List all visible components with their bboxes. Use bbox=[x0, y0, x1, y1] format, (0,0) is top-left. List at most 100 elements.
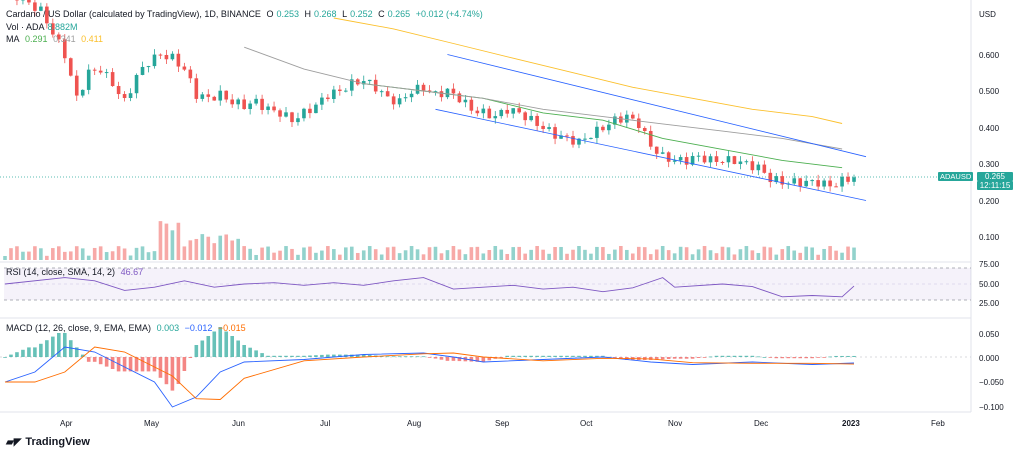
volume-bar bbox=[266, 246, 270, 260]
macd-line bbox=[4, 346, 855, 408]
volume-bar bbox=[421, 254, 426, 260]
macd-hist-bar bbox=[290, 355, 294, 357]
macd-hist-bar bbox=[338, 354, 342, 357]
volume-bar bbox=[541, 249, 545, 260]
macd-hist-bar bbox=[248, 347, 252, 357]
volume-bar bbox=[810, 247, 814, 260]
macd-hist-value: 0.003 bbox=[156, 323, 180, 333]
candle-body bbox=[804, 180, 808, 187]
macd-hist-bar bbox=[391, 356, 396, 358]
macd-hist-bar bbox=[828, 356, 832, 358]
volume-bar bbox=[559, 246, 563, 260]
candle-body bbox=[487, 108, 492, 119]
macd-hist-bar bbox=[409, 356, 414, 358]
candle-body bbox=[116, 86, 121, 95]
candle-body bbox=[559, 135, 563, 139]
macd-hist-bar bbox=[170, 357, 175, 391]
candle-body bbox=[523, 112, 527, 121]
low-value: 0.252 bbox=[350, 9, 373, 19]
candle-body bbox=[272, 106, 276, 111]
candle-body bbox=[242, 99, 246, 110]
candle-body bbox=[308, 108, 312, 114]
macd-hist-bar bbox=[236, 340, 240, 357]
volume-bar bbox=[272, 252, 276, 260]
volume-bar bbox=[816, 254, 820, 260]
candle-body bbox=[373, 79, 378, 92]
candle-body bbox=[361, 81, 366, 85]
candle-body bbox=[625, 114, 629, 123]
macd-hist-bar bbox=[296, 355, 300, 357]
candle-body bbox=[571, 136, 575, 145]
candle-body bbox=[128, 93, 133, 99]
candle-body bbox=[33, 2, 37, 11]
macd-hist-bar bbox=[738, 355, 743, 357]
candle-body bbox=[702, 155, 707, 163]
macd-hist-bar bbox=[846, 355, 850, 357]
volume-bar bbox=[678, 246, 683, 260]
volume-bar bbox=[535, 246, 539, 260]
candle-body bbox=[86, 69, 91, 90]
volume-bar bbox=[170, 230, 175, 260]
volume-bar bbox=[86, 255, 91, 260]
signal-line bbox=[5, 346, 855, 400]
macd-hist-bar bbox=[804, 357, 808, 359]
candle-body bbox=[62, 39, 67, 59]
volume-bar bbox=[278, 250, 282, 260]
macd-hist-bar bbox=[541, 355, 545, 357]
volume-bar bbox=[523, 253, 527, 260]
candle-body bbox=[601, 126, 605, 131]
volume-bar bbox=[493, 246, 498, 260]
candle-body bbox=[248, 103, 252, 110]
macd-hist-bar bbox=[744, 355, 749, 357]
macd-hist-bar bbox=[427, 357, 432, 358]
macd-hist-bar bbox=[230, 336, 235, 357]
macd-hist-bar bbox=[98, 357, 103, 365]
volume-bar bbox=[152, 251, 157, 260]
volume-bar bbox=[110, 251, 115, 260]
candle-body bbox=[792, 178, 797, 184]
candle-body bbox=[762, 164, 767, 173]
macd-tick: 0.000 bbox=[979, 354, 1000, 363]
volume-bar bbox=[798, 252, 803, 260]
macd-hist-bar bbox=[798, 357, 803, 359]
volume-bar bbox=[176, 222, 181, 260]
macd-hist-bar bbox=[487, 357, 492, 361]
candle-body bbox=[236, 99, 240, 105]
macd-hist-bar bbox=[182, 357, 187, 371]
macd-hist-bar bbox=[595, 355, 599, 357]
volume-bar bbox=[619, 246, 623, 260]
volume-bar bbox=[236, 238, 240, 260]
macd-hist-bar bbox=[666, 357, 671, 360]
volume-bar bbox=[92, 247, 97, 260]
volume-bar bbox=[636, 246, 641, 260]
candle-body bbox=[218, 90, 223, 101]
volume-bar bbox=[367, 246, 372, 260]
change-value: +0.012 (+4.74%) bbox=[415, 9, 483, 19]
candle-body bbox=[469, 99, 474, 111]
volume-bar bbox=[756, 253, 761, 260]
candle-body bbox=[164, 54, 169, 60]
volume-bar bbox=[463, 254, 468, 260]
macd-hist-bar bbox=[457, 357, 462, 362]
macd-hist-bar bbox=[57, 333, 61, 357]
price-tick: 0.200 bbox=[979, 197, 1000, 206]
candle-body bbox=[846, 176, 850, 182]
candle-body bbox=[541, 125, 545, 129]
macd-hist-bar bbox=[505, 355, 510, 357]
channel-lower-line bbox=[435, 108, 867, 201]
tradingview-logo[interactable]: ▰◤ TradingView bbox=[6, 436, 90, 448]
macd-hist-bar bbox=[320, 354, 324, 357]
candle-body bbox=[607, 124, 611, 131]
volume-bar bbox=[74, 246, 79, 260]
macd-hist-bar bbox=[254, 350, 258, 357]
candle-body bbox=[80, 89, 85, 96]
volume-bar bbox=[720, 246, 725, 260]
macd-hist-bar bbox=[696, 357, 701, 358]
macd-hist-bar bbox=[314, 355, 318, 357]
candle-body bbox=[224, 90, 229, 100]
rsi-line bbox=[4, 277, 855, 298]
macd-hist-bar bbox=[355, 354, 360, 357]
candle-body bbox=[200, 94, 205, 99]
macd-value: −0.012 bbox=[184, 323, 213, 333]
